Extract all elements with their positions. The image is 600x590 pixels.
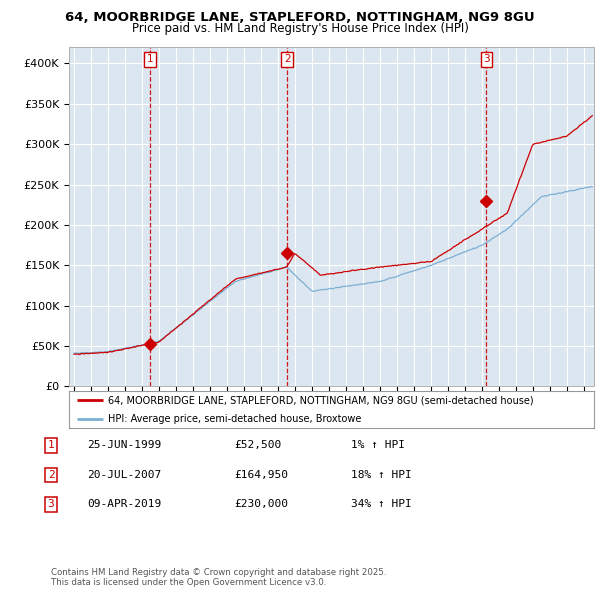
Text: Price paid vs. HM Land Registry's House Price Index (HPI): Price paid vs. HM Land Registry's House … [131, 22, 469, 35]
Text: 20-JUL-2007: 20-JUL-2007 [87, 470, 161, 480]
Text: 09-APR-2019: 09-APR-2019 [87, 500, 161, 509]
Text: 25-JUN-1999: 25-JUN-1999 [87, 441, 161, 450]
Text: 3: 3 [483, 54, 490, 64]
Text: 3: 3 [47, 500, 55, 509]
Text: £164,950: £164,950 [234, 470, 288, 480]
Text: Contains HM Land Registry data © Crown copyright and database right 2025.
This d: Contains HM Land Registry data © Crown c… [51, 568, 386, 587]
Text: 1: 1 [147, 54, 154, 64]
Text: £52,500: £52,500 [234, 441, 281, 450]
Text: £230,000: £230,000 [234, 500, 288, 509]
Text: 1: 1 [47, 441, 55, 450]
Text: 34% ↑ HPI: 34% ↑ HPI [351, 500, 412, 509]
Text: 2: 2 [47, 470, 55, 480]
Text: HPI: Average price, semi-detached house, Broxtowe: HPI: Average price, semi-detached house,… [109, 414, 362, 424]
Text: 18% ↑ HPI: 18% ↑ HPI [351, 470, 412, 480]
Text: 1% ↑ HPI: 1% ↑ HPI [351, 441, 405, 450]
Text: 2: 2 [284, 54, 290, 64]
Text: 64, MOORBRIDGE LANE, STAPLEFORD, NOTTINGHAM, NG9 8GU: 64, MOORBRIDGE LANE, STAPLEFORD, NOTTING… [65, 11, 535, 24]
Text: 64, MOORBRIDGE LANE, STAPLEFORD, NOTTINGHAM, NG9 8GU (semi-detached house): 64, MOORBRIDGE LANE, STAPLEFORD, NOTTING… [109, 395, 534, 405]
